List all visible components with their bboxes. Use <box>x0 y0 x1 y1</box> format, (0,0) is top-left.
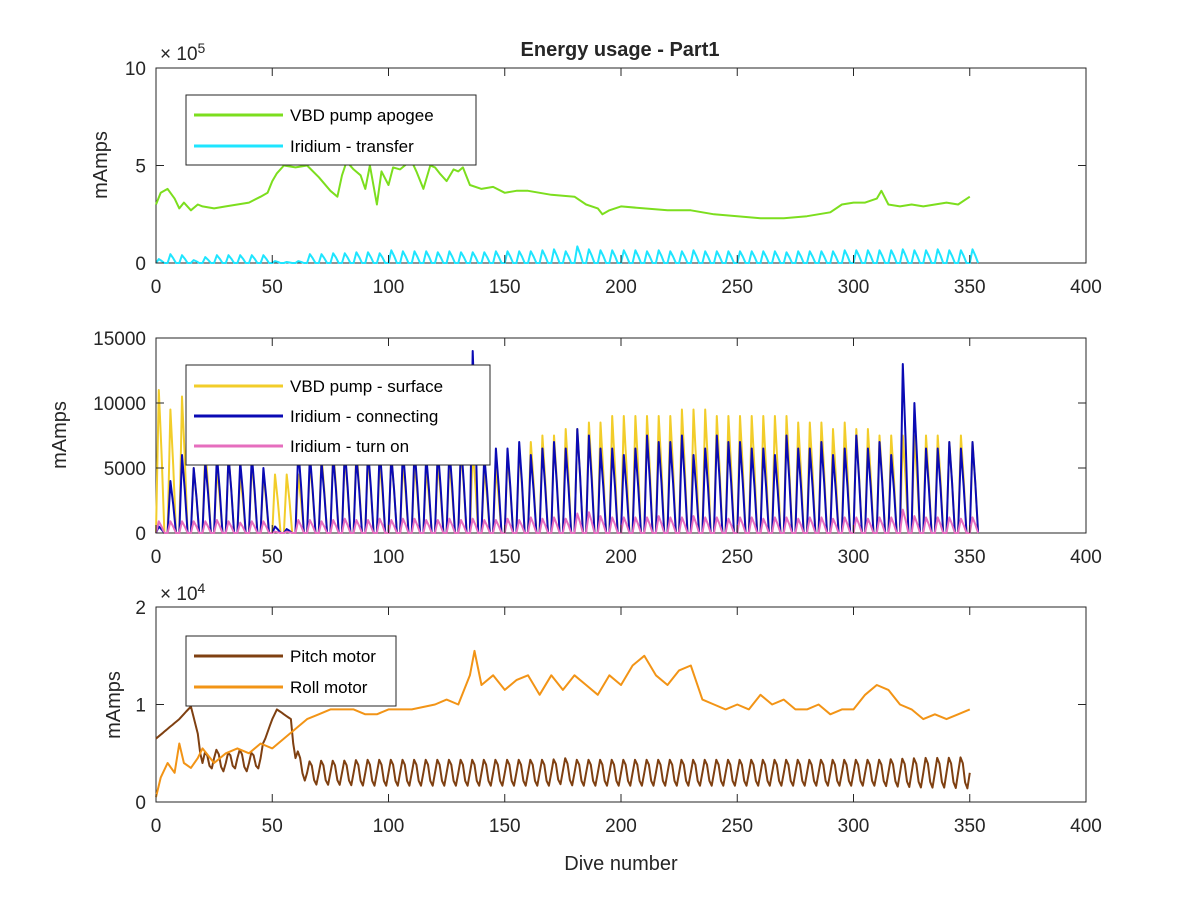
x-tick-label: 150 <box>489 277 521 298</box>
x-tick-label: 350 <box>954 277 986 298</box>
ticks-panel-2: 0 50 100 150 200 250 300 350 400 0 5000 10000 15000 <box>93 329 1102 568</box>
y-tick-label: 15000 <box>93 329 146 350</box>
x-tick-label: 50 <box>262 277 283 298</box>
x-tick-label: 250 <box>721 277 753 298</box>
x-tick-label: 400 <box>1070 277 1102 298</box>
y-tick-label: 1 <box>135 696 146 717</box>
x-tick-label: 300 <box>838 547 870 568</box>
exponent-label-panel-3: × 104 <box>160 580 206 605</box>
x-tick-label: 250 <box>721 816 753 837</box>
x-tick-label: 50 <box>262 547 283 568</box>
legend-panel-1[interactable]: VBD pump apogee Iridium - transfer <box>185 94 477 166</box>
x-tick-label: 350 <box>954 547 986 568</box>
series-lines-panel-3 <box>155 649 971 798</box>
series-lines-panel-1 <box>155 160 980 264</box>
exponent-label-panel-1: × 105 <box>160 40 206 65</box>
x-tick-label: 300 <box>838 277 870 298</box>
panel-2: 0 50 100 150 200 250 300 350 400050001000015000 … <box>49 329 1102 568</box>
x-tick-label: 200 <box>605 816 637 837</box>
panel-1: 0 50 100 150 200 250 300 350 400 0 5 10 mAmps × 105… <box>90 40 1102 298</box>
legend-label-iridium-connecting: Iridium - connecting <box>290 407 438 426</box>
series-line-roll-motor <box>155 649 971 798</box>
legend-label-pitch-motor: Pitch motor <box>290 647 376 666</box>
x-tick-label: 100 <box>373 277 405 298</box>
y-axis-label-panel-1: mAmps <box>90 131 112 199</box>
legend-label-vbd-pump-surface: VBD pump - surface <box>290 377 443 396</box>
y-tick-label: 5 <box>135 157 146 178</box>
x-tick-label: 100 <box>373 816 405 837</box>
y-tick-label: 10 <box>125 59 146 80</box>
y-tick-label: 0 <box>135 793 146 814</box>
y-tick-label: 0 <box>135 524 146 545</box>
series-line-iridium-transfer <box>155 245 980 264</box>
y-axis-label-panel-3: mAmps <box>103 671 125 739</box>
ticks-panel-1: 0 50 100 150 200 250 300 350 400 0 5 10 <box>125 59 1102 298</box>
legend-label-iridium-turn-on: Iridium - turn on <box>290 437 409 456</box>
x-tick-label: 200 <box>605 277 637 298</box>
legend-panel-2[interactable]: VBD pump - surface Iridium - connecting … <box>185 364 491 466</box>
legend-label-iridium-transfer: Iridium - transfer <box>290 137 414 156</box>
x-tick-label: 150 <box>489 816 521 837</box>
x-tick-label: 0 <box>151 547 162 568</box>
series-line-pitch-motor <box>155 705 971 790</box>
x-tick-label: 350 <box>954 816 986 837</box>
y-tick-label: 5000 <box>104 459 146 480</box>
legend-panel-3[interactable]: Pitch motor Roll motor <box>185 635 397 707</box>
y-axis-label-panel-2: mAmps <box>49 401 71 469</box>
y-tick-label: 0 <box>135 254 146 275</box>
series-line-iridium-turn-on <box>155 508 980 534</box>
x-axis-label: Dive number <box>564 853 678 875</box>
x-tick-label: 200 <box>605 547 637 568</box>
x-tick-label: 250 <box>721 547 753 568</box>
x-tick-label: 0 <box>151 277 162 298</box>
legend-box-panel-1 <box>185 94 477 166</box>
x-tick-label: 100 <box>373 547 405 568</box>
y-tick-label: 10000 <box>93 394 146 415</box>
y-tick-label: 2 <box>135 598 146 619</box>
x-tick-label: 400 <box>1070 816 1102 837</box>
legend-label-vbd-pump-apogee: VBD pump apogee <box>290 106 434 125</box>
x-tick-label: 300 <box>838 816 870 837</box>
x-tick-label: 400 <box>1070 547 1102 568</box>
series-line-vbd-pump-apogee <box>155 160 971 220</box>
x-tick-label: 150 <box>489 547 521 568</box>
x-tick-label: 50 <box>262 816 283 837</box>
x-tick-label: 0 <box>151 816 162 837</box>
series-lines-panel-2 <box>155 350 980 534</box>
chart-title: Energy usage - Part1 <box>521 39 720 61</box>
ticks-panel-3: 0 50 100 150 200 250 300 350 400 0 1 2 <box>135 598 1101 837</box>
legend-label-roll-motor: Roll motor <box>290 678 368 697</box>
legend-box-panel-3 <box>185 635 397 707</box>
